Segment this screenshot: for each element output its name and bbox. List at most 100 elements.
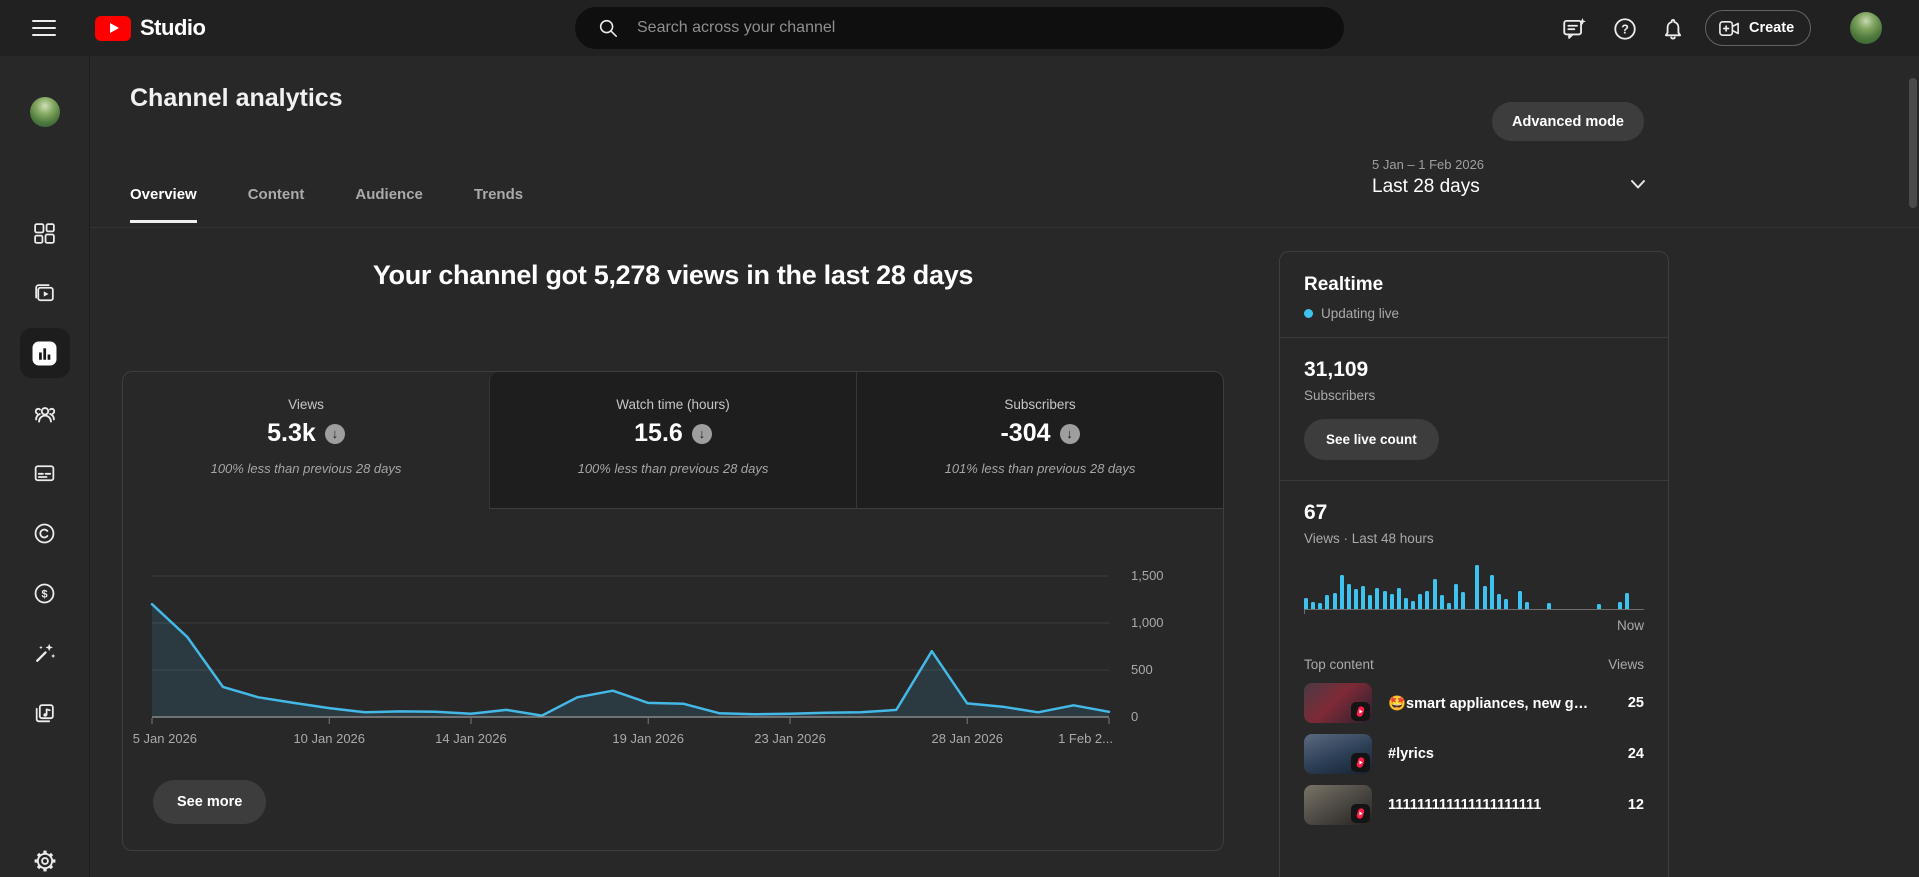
sidebar-item-dashboard[interactable] <box>0 221 89 246</box>
top-content-row[interactable]: #lyrics 24 <box>1304 734 1644 774</box>
metric-label: Subscribers <box>1004 397 1076 412</box>
tab-content[interactable]: Content <box>247 186 305 203</box>
analytics-summary-card: Views 5.3k ↓ 100% less than previous 28 d… <box>122 371 1224 851</box>
svg-text:?: ? <box>1621 22 1629 36</box>
community-icon <box>34 407 55 423</box>
video-thumbnail <box>1304 734 1372 774</box>
subtitles-icon <box>34 465 55 482</box>
video-thumbnail <box>1304 683 1372 723</box>
video-views: 24 <box>1627 746 1644 762</box>
metric-value: 15.6 <box>634 419 683 447</box>
menu-icon[interactable] <box>32 19 56 37</box>
tab-trends[interactable]: Trends <box>473 186 524 203</box>
account-avatar[interactable] <box>1850 12 1882 44</box>
trend-down-icon: ↓ <box>691 423 712 444</box>
metric-delta: 100% less than previous 28 days <box>210 461 402 476</box>
metric-value: -304 <box>1000 419 1051 447</box>
shorts-badge-icon <box>1351 702 1370 721</box>
advanced-mode-button[interactable]: Advanced mode <box>1492 102 1644 141</box>
top-content-header: Top content Views <box>1304 657 1644 672</box>
header-divider <box>90 227 1919 228</box>
date-range-picker[interactable]: 5 Jan – 1 Feb 2026 Last 28 days <box>1372 157 1484 198</box>
live-dot-icon <box>1304 309 1313 318</box>
video-views: 12 <box>1627 797 1644 813</box>
earn-icon: $ <box>34 583 55 604</box>
sidebar-item-settings[interactable] <box>0 848 89 874</box>
shorts-badge-icon <box>1351 753 1370 772</box>
sidebar-item-content[interactable] <box>0 281 89 306</box>
sidebar-item-audio-library[interactable] <box>0 701 89 726</box>
youtube-play-icon <box>95 15 131 41</box>
tab-overview[interactable]: Overview <box>130 186 197 223</box>
sidebar-item-community[interactable] <box>0 401 89 427</box>
date-range-text: 5 Jan – 1 Feb 2026 <box>1372 157 1485 172</box>
metric-label: Views <box>288 397 324 412</box>
create-button[interactable]: Create <box>1705 10 1812 46</box>
realtime-title: Realtime <box>1304 274 1384 295</box>
sidebar-item-analytics[interactable] <box>0 328 89 378</box>
analytics-selected-highlight <box>19 328 70 378</box>
trend-down-icon: ↓ <box>1059 423 1080 444</box>
top-content-row[interactable]: 🤩smart appliances, new g… 25 <box>1304 683 1644 723</box>
video-title: 111111111111111111111 <box>1388 797 1542 813</box>
video-title: 🤩smart appliances, new g… <box>1388 695 1589 712</box>
sidebar-item-channel-avatar[interactable] <box>0 97 89 127</box>
trend-down-icon: ↓ <box>324 423 345 444</box>
realtime-views-label: Views · Last 48 hours <box>1304 531 1434 546</box>
x-axis-labels: 5 Jan 2026 10 Jan 2026 14 Jan 2026 19 Ja… <box>132 731 1113 746</box>
metric-value: 5.3k <box>267 419 316 447</box>
metric-tab-subscribers[interactable]: Subscribers -304 ↓ 101% less than previou… <box>856 372 1223 509</box>
content-icon <box>35 284 54 302</box>
realtime-status-text: Updating live <box>1321 306 1400 321</box>
help-icon[interactable]: ? <box>1612 16 1636 40</box>
channel-avatar <box>29 97 60 127</box>
top-content-label: Top content <box>1304 657 1374 672</box>
search-input[interactable] <box>635 18 1344 38</box>
shorts-badge-icon <box>1351 804 1370 823</box>
analytics-tabs: Overview Content Audience Trends <box>130 186 523 223</box>
product-updates-icon[interactable] <box>1561 16 1586 40</box>
now-label: Now <box>1616 618 1644 633</box>
top-content-row[interactable]: 111111111111111111111 12 <box>1304 785 1644 825</box>
notifications-icon[interactable] <box>1660 16 1684 40</box>
page-scrollbar[interactable] <box>1909 78 1917 208</box>
views-chart-section: 1,500 1,000 500 0 5 Jan 2026 10 Jan 2026… <box>123 509 1223 850</box>
sidebar-item-earn[interactable]: $ <box>0 581 89 606</box>
youtube-studio-logo[interactable]: Studio <box>95 15 206 41</box>
sidebar: $ <box>0 56 90 877</box>
realtime-subscribers-label: Subscribers <box>1304 388 1376 403</box>
views-column-label: Views <box>1608 657 1644 672</box>
search-icon <box>599 19 618 38</box>
chevron-down-icon[interactable] <box>1626 172 1650 196</box>
customisation-icon <box>36 643 56 662</box>
realtime-status: Updating live <box>1304 306 1644 321</box>
create-video-icon <box>1719 20 1739 36</box>
tab-audience[interactable]: Audience <box>355 186 423 203</box>
date-preset-text: Last 28 days <box>1372 176 1480 197</box>
see-live-count-button[interactable]: See live count <box>1304 419 1439 460</box>
sidebar-item-copyright[interactable] <box>0 521 89 546</box>
divider <box>1280 480 1668 481</box>
audio-library-icon <box>35 704 54 723</box>
views-line-chart <box>150 575 1111 724</box>
video-title: #lyrics <box>1388 746 1434 762</box>
search-bar[interactable] <box>575 7 1344 49</box>
metric-tab-views[interactable]: Views 5.3k ↓ 100% less than previous 28 d… <box>123 372 489 509</box>
studio-brand-text: Studio <box>140 15 206 40</box>
sidebar-item-customisation[interactable] <box>0 641 89 666</box>
see-more-button[interactable]: See more <box>153 780 267 824</box>
metric-label: Watch time (hours) <box>616 397 730 412</box>
metric-delta: 100% less than previous 28 days <box>577 461 769 476</box>
video-thumbnail <box>1304 785 1372 825</box>
views-headline: Your channel got 5,278 views in the last… <box>372 260 974 290</box>
metric-tabs: Views 5.3k ↓ 100% less than previous 28 d… <box>123 372 1223 509</box>
metric-delta: 101% less than previous 28 days <box>944 461 1136 476</box>
sidebar-item-subtitles[interactable] <box>0 461 89 486</box>
create-button-label: Create <box>1749 20 1795 36</box>
topbar: Studio ? Create <box>0 0 1919 56</box>
realtime-subscribers-count: 31,109 <box>1304 358 1369 381</box>
realtime-bar-chart <box>1304 562 1644 614</box>
metric-tab-watch-time[interactable]: Watch time (hours) 15.6 ↓ 100% less than … <box>489 372 856 509</box>
realtime-views-count: 67 <box>1304 501 1328 524</box>
